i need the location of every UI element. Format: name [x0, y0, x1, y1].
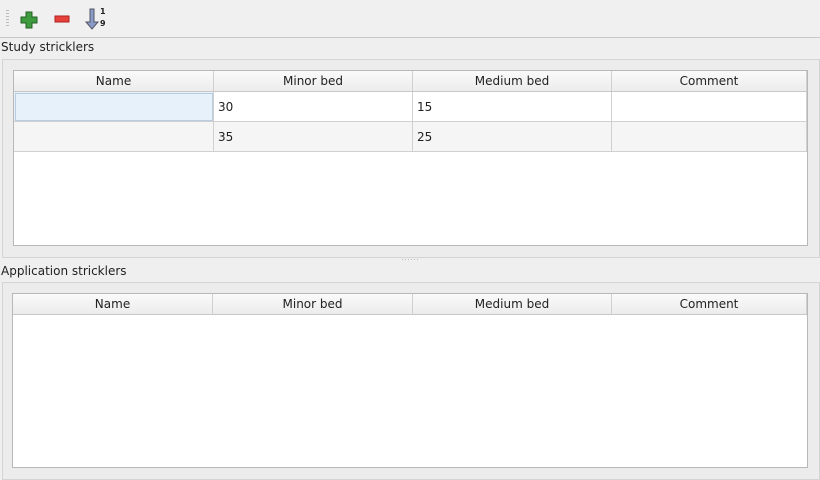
application-title: Application stricklers	[1, 264, 127, 278]
toolbar: 1 9	[0, 0, 820, 38]
sort-digit-bottom: 9	[100, 19, 106, 28]
column-header-minor-bed[interactable]: Minor bed	[213, 71, 413, 92]
toolbar-grip[interactable]	[6, 10, 9, 27]
cell-name[interactable]	[14, 91, 214, 122]
cell-name[interactable]	[14, 121, 214, 152]
column-header-name[interactable]: Name	[13, 294, 213, 315]
column-header-medium-bed[interactable]: Medium bed	[412, 294, 612, 315]
cell-minor-bed[interactable]: 35	[213, 121, 413, 152]
splitter-handle[interactable]	[402, 259, 418, 260]
column-header-comment[interactable]: Comment	[611, 71, 807, 92]
sort-ascending-icon	[84, 8, 100, 30]
column-header-minor-bed[interactable]: Minor bed	[212, 294, 413, 315]
header-row: Name Minor bed Medium bed Comment	[13, 294, 807, 315]
cell-medium-bed[interactable]: 25	[412, 121, 612, 152]
remove-row-button[interactable]	[51, 8, 73, 30]
add-row-button[interactable]	[18, 8, 40, 30]
column-header-medium-bed[interactable]: Medium bed	[412, 71, 612, 92]
study-title: Study stricklers	[1, 40, 95, 54]
application-table[interactable]: Name Minor bed Medium bed Comment	[12, 293, 808, 468]
cell-minor-bed[interactable]: 30	[213, 91, 413, 122]
cell-comment[interactable]	[611, 91, 807, 122]
table-row[interactable]: 35 25	[14, 121, 807, 152]
study-table[interactable]: Name Minor bed Medium bed Comment 30 15 …	[13, 70, 808, 246]
column-header-comment[interactable]: Comment	[611, 294, 807, 315]
cell-comment[interactable]	[611, 121, 807, 152]
sort-button[interactable]: 1 9	[84, 7, 110, 30]
sort-digit-top: 1	[100, 7, 106, 16]
column-header-name[interactable]: Name	[14, 71, 214, 92]
header-row: Name Minor bed Medium bed Comment	[14, 71, 807, 92]
cell-medium-bed[interactable]: 15	[412, 91, 612, 122]
minus-icon	[54, 15, 70, 23]
plus-icon	[20, 11, 38, 29]
table-row[interactable]: 30 15	[14, 91, 807, 122]
